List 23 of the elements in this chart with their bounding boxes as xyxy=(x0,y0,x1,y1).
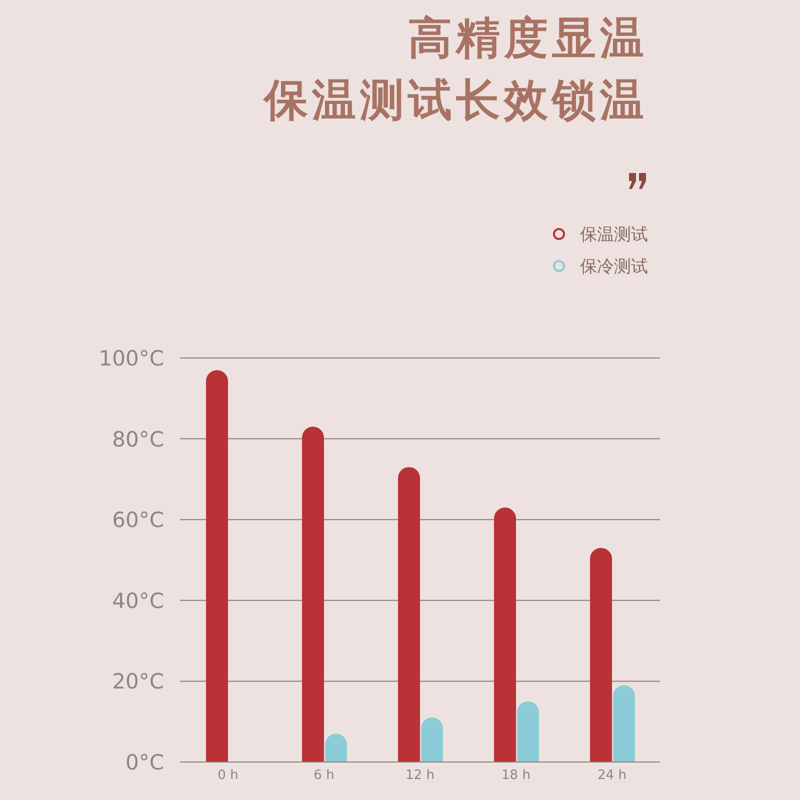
y-tick-label: 80°C xyxy=(112,427,164,452)
chart-subtitle: 保温测试长效锁温 xyxy=(264,74,648,128)
legend-label: 保温测试 xyxy=(580,224,648,246)
bar xyxy=(206,370,228,762)
bar xyxy=(517,701,539,762)
chart-title: 高精度显温 xyxy=(407,12,648,66)
x-tick-label: 18 h xyxy=(502,768,530,784)
legend-label: 保冷测试 xyxy=(580,256,648,278)
x-tick-label: 6 h xyxy=(314,768,334,784)
x-tick-label: 0 h xyxy=(218,768,238,784)
y-tick-label: 40°C xyxy=(112,588,164,613)
bar xyxy=(302,426,324,762)
bar xyxy=(590,548,612,762)
y-tick-label: 60°C xyxy=(112,508,164,532)
bar xyxy=(398,467,420,762)
bar xyxy=(421,718,443,762)
y-tick-label: 0°C xyxy=(125,750,164,774)
x-tick-label: 24 h xyxy=(598,768,626,784)
bar xyxy=(613,685,635,762)
y-tick-label: 100°C xyxy=(98,346,164,370)
bar xyxy=(494,507,516,762)
x-tick-label: 12 h xyxy=(406,768,434,784)
y-tick-label: 20°C xyxy=(112,670,164,694)
